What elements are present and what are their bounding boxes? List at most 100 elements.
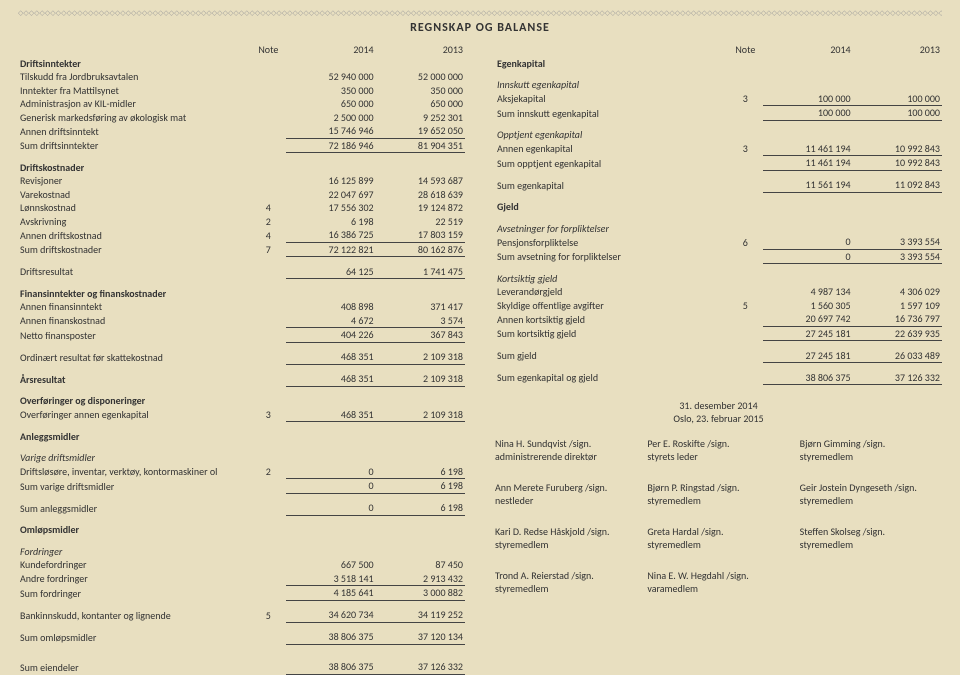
sig-name: Ann Merete Furuberg /sign.: [495, 481, 607, 494]
row-label: Sum varige driftsmidler: [18, 479, 250, 494]
row-v1: 1 560 305: [763, 299, 852, 313]
row-v1: 4 672: [286, 314, 375, 328]
row-label: Avskrivning: [18, 215, 250, 229]
row-v2: [376, 430, 465, 444]
row-label: Avsetninger for forpliktelser: [495, 222, 727, 236]
row-v2: [853, 128, 942, 142]
row-v2: [376, 394, 465, 408]
row-v2: [376, 523, 465, 537]
row-label: Overføringer og disponeringer: [18, 394, 250, 408]
row-note: [727, 349, 763, 363]
row-v2: 650 000: [376, 97, 465, 111]
row-note: [250, 161, 286, 175]
row-note: [250, 430, 286, 444]
sig-name: Nina E. W. Hegdahl /sign.: [647, 569, 748, 582]
row-v1: 650 000: [286, 97, 375, 111]
row-label: Driftsresultat: [18, 265, 250, 279]
row-label: Driftsinntekter: [18, 57, 250, 71]
row-label: Annen finansinntekt: [18, 300, 250, 314]
signature: [800, 569, 942, 595]
row-label: Annen kortsiktig gjeld: [495, 312, 727, 326]
row-note: [250, 111, 286, 125]
row-note: [727, 222, 763, 236]
row-v2: [376, 287, 465, 301]
row-note: [250, 265, 286, 279]
row-note: 2: [250, 465, 286, 479]
row-v2: 81 904 351: [376, 138, 465, 153]
left-column: Note 2014 2013 DriftsinntekterTilskudd f…: [18, 43, 465, 675]
row-v1: [286, 57, 375, 71]
row-v2: 37 126 332: [853, 371, 942, 385]
row-note: [250, 70, 286, 84]
row-v2: 4 306 029: [853, 285, 942, 299]
row-v1: [286, 523, 375, 537]
row-v1: 0: [286, 465, 375, 479]
row-v2: 26 033 489: [853, 349, 942, 363]
sig-name: Nina H. Sundqvist /sign.: [495, 437, 591, 450]
row-v2: 37 120 134: [376, 630, 465, 644]
row-v1: 11 461 194: [763, 142, 852, 156]
row-note: [250, 451, 286, 465]
signature: Bjørn Gimming /sign.styremedlem: [800, 437, 942, 463]
row-v1: [286, 161, 375, 175]
row-v2: 100 000: [853, 106, 942, 121]
row-label: Revisjoner: [18, 174, 250, 188]
row-v2: 2 109 318: [376, 372, 465, 386]
signature: Nina H. Sundqvist /sign.administrerende …: [495, 437, 637, 463]
row-label: Lønnskostnad: [18, 201, 250, 215]
row-label: Annen driftsinntekt: [18, 124, 250, 138]
row-note: [727, 78, 763, 92]
row-v1: 468 351: [286, 350, 375, 364]
row-label: Ordinært resultat før skattekostnad: [18, 350, 250, 364]
row-label: Gjeld: [495, 200, 727, 214]
row-v1: 100 000: [763, 106, 852, 121]
sig-role: nestleder: [495, 494, 637, 507]
row-note: [250, 501, 286, 515]
row-label: Andre fordringer: [18, 572, 250, 586]
row-note: [250, 300, 286, 314]
row-v1: 667 500: [286, 558, 375, 572]
row-label: Sum kortsiktig gjeld: [495, 326, 727, 341]
row-note: 5: [250, 608, 286, 622]
row-label: Annen egenkapital: [495, 142, 727, 156]
row-v2: [853, 272, 942, 286]
row-note: [250, 586, 286, 601]
row-note: [727, 371, 763, 385]
row-v1: 4 185 641: [286, 586, 375, 601]
row-label: Sum driftskostnader: [18, 242, 250, 257]
row-v1: [286, 287, 375, 301]
row-v2: [853, 200, 942, 214]
row-label: Sum gjeld: [495, 349, 727, 363]
row-note: [250, 287, 286, 301]
row-label: Kortsiktig gjeld: [495, 272, 727, 286]
row-v2: 22 639 935: [853, 326, 942, 341]
row-v1: 16 386 725: [286, 228, 375, 242]
row-label: Aksjekapital: [495, 92, 727, 106]
row-label: Overføringer annen egenkapital: [18, 408, 250, 422]
row-label: Innskutt egenkapital: [495, 78, 727, 92]
row-v1: 11 561 194: [763, 178, 852, 192]
row-v2: 3 000 882: [376, 586, 465, 601]
row-note: [250, 328, 286, 343]
row-v2: [376, 57, 465, 71]
sig-name: Bjørn P. Ringstad /sign.: [647, 481, 739, 494]
col-2013: 2013: [376, 43, 465, 57]
row-v2: [853, 222, 942, 236]
row-v1: 27 245 181: [763, 326, 852, 341]
row-label: Driftsløsøre, inventar, verktøy, kontorm…: [18, 465, 250, 479]
row-v1: 404 226: [286, 328, 375, 343]
sig-role: varamedlem: [647, 582, 789, 595]
row-v2: 371 417: [376, 300, 465, 314]
row-note: [250, 97, 286, 111]
sign-date-2: Oslo, 23. februar 2015: [495, 412, 942, 425]
sig-name: Greta Hardal /sign.: [647, 525, 723, 538]
sig-role: administrerende direktør: [495, 450, 637, 463]
sig-role: styremedlem: [647, 538, 789, 551]
row-note: [250, 523, 286, 537]
row-note: [250, 350, 286, 364]
row-label: Finansinntekter og finanskostnader: [18, 287, 250, 301]
row-label: Sum egenkapital og gjeld: [495, 371, 727, 385]
row-v1: 0: [763, 235, 852, 249]
row-v1: 2 500 000: [286, 111, 375, 125]
row-label: Pensjonsforpliktelse: [495, 235, 727, 249]
